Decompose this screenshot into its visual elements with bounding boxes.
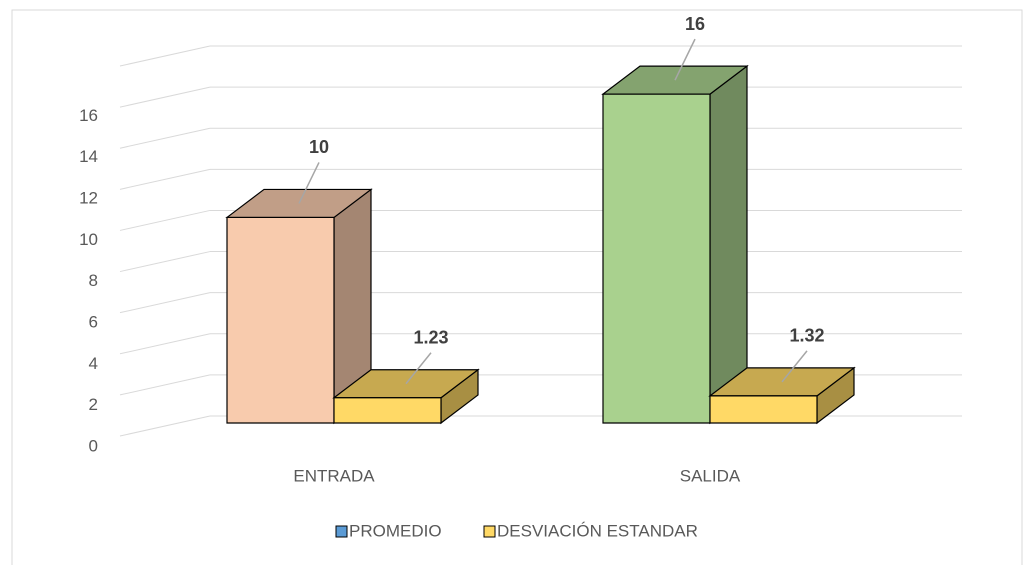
bar-face — [226, 216, 335, 424]
y-tick-label: 4 — [89, 354, 98, 373]
y-tick-label: 12 — [79, 188, 98, 207]
data-label: 10 — [309, 137, 329, 157]
leader-line — [674, 38, 696, 81]
leader-line — [781, 350, 808, 383]
y-tick-label: 2 — [89, 395, 98, 414]
y-tick-label: 6 — [89, 312, 98, 331]
grid-line — [119, 127, 211, 149]
legend-label: DESVIACIÓN ESTANDAR — [497, 521, 698, 540]
x-tick-label: ENTRADA — [293, 466, 375, 485]
grid-line — [119, 333, 211, 355]
grid-line — [119, 209, 211, 231]
data-label: 1.32 — [789, 326, 824, 346]
chart-frame — [11, 9, 1023, 565]
grid-line — [119, 168, 211, 190]
y-tick-label: 14 — [79, 147, 98, 166]
grid-line — [119, 86, 211, 108]
grid-line — [119, 45, 211, 67]
legend-swatch — [483, 525, 496, 538]
legend-swatch — [335, 525, 348, 538]
y-tick-label: 8 — [89, 271, 98, 290]
bar-face — [709, 64, 748, 425]
bar-face — [602, 93, 711, 424]
data-label: 1.23 — [413, 327, 448, 347]
y-tick-label: 10 — [79, 230, 98, 249]
data-label: 16 — [685, 14, 705, 34]
bar — [601, 64, 749, 425]
grid-line — [119, 292, 211, 314]
grid-line — [119, 415, 211, 437]
bar-face — [709, 395, 818, 424]
bar-face — [333, 397, 442, 424]
legend-label: PROMEDIO — [349, 521, 442, 540]
x-tick-label: SALIDA — [680, 466, 741, 485]
leader-line — [405, 352, 432, 385]
grid-line — [119, 251, 211, 273]
grid-line — [119, 374, 211, 396]
leader-line — [298, 162, 320, 204]
y-tick-label: 0 — [89, 436, 98, 455]
y-tick-label: 16 — [79, 106, 98, 125]
